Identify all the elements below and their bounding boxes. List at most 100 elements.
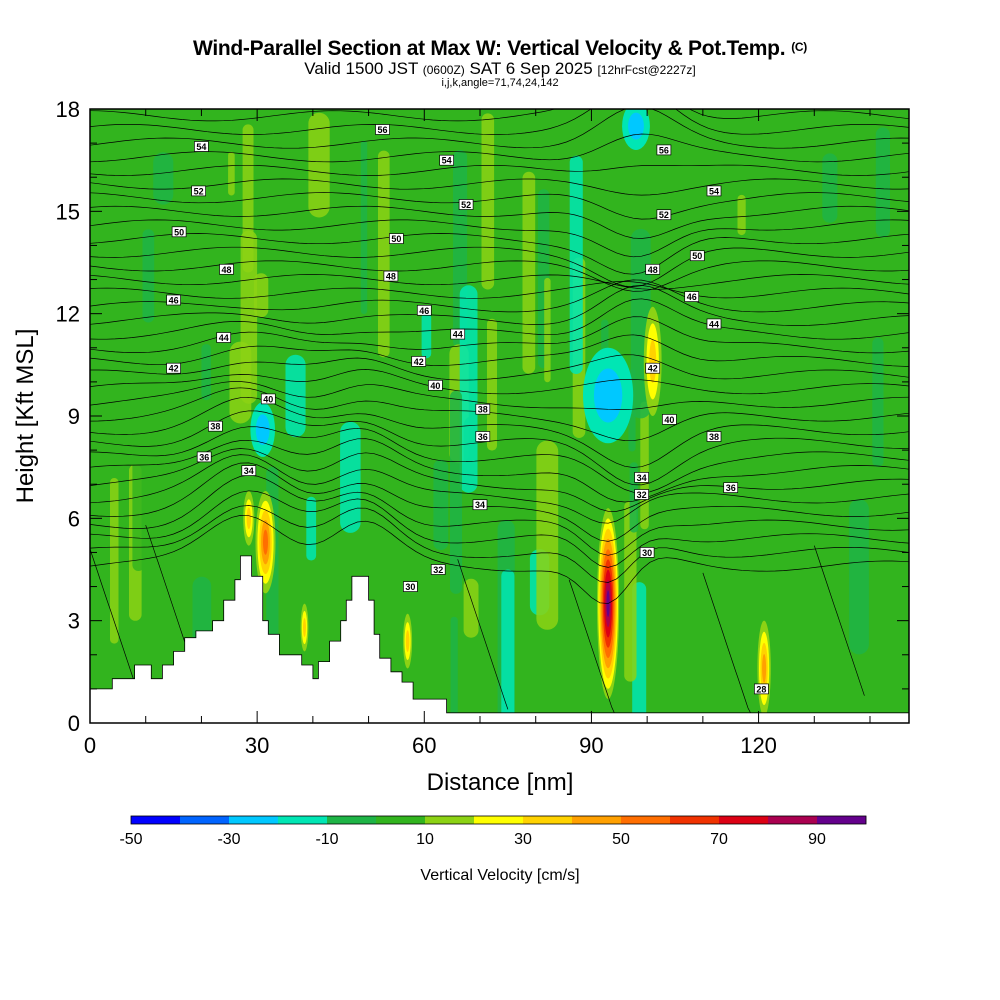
- theta-label-text: 48: [221, 265, 231, 275]
- velocity-streak: [240, 230, 258, 404]
- colorbar-swatch: [376, 816, 426, 824]
- x-tick-label: 60: [412, 733, 436, 758]
- theta-label-text: 54: [442, 156, 452, 166]
- valid-time: Valid 1500 JST: [304, 59, 419, 78]
- theta-label: 46: [684, 291, 700, 302]
- theta-label: 40: [260, 393, 276, 404]
- copyright-mark: (C): [791, 40, 807, 54]
- theta-label-text: 52: [659, 210, 669, 220]
- theta-label-text: 46: [169, 296, 179, 306]
- colorbar-swatch: [817, 816, 867, 824]
- velocity-streak: [306, 496, 317, 561]
- theta-label: 56: [375, 124, 390, 135]
- colorbar-swatch: [572, 816, 622, 824]
- theta-contour: [90, 219, 909, 258]
- theta-label-text: 44: [219, 333, 229, 343]
- theta-label-box: [706, 318, 722, 330]
- theta-label-text: 48: [648, 265, 658, 275]
- theta-label-text: 36: [726, 483, 736, 493]
- theta-label-box: [723, 482, 739, 493]
- theta-label: 30: [403, 581, 418, 592]
- y-tick-label: 18: [56, 97, 80, 122]
- chart-title: Wind-Parallel Section at Max W: Vertical…: [0, 38, 1000, 59]
- theta-label-box: [428, 379, 443, 391]
- theta-label-text: 38: [709, 432, 719, 442]
- theta-label: 38: [208, 420, 223, 432]
- y-tick-label: 3: [68, 609, 80, 634]
- theta-label: 52: [656, 209, 672, 220]
- theta-contour: [457, 559, 509, 710]
- theta-label-box: [416, 304, 432, 316]
- theta-contour: [90, 109, 909, 149]
- colorbar-frame: [130, 815, 867, 825]
- theta-label: 44: [450, 328, 466, 340]
- theta-label-box: [439, 154, 454, 166]
- theta-contour-labels: 54 52 50 48 46 44 42 40 38 36 34 56 54 52 50 48 46 44 42 40…: [166, 124, 769, 695]
- theta-contour: [90, 515, 909, 604]
- velocity-cell: [246, 507, 251, 530]
- theta-label-box: [639, 547, 655, 558]
- theta-label-text: 32: [433, 565, 443, 575]
- theta-label-box: [684, 291, 700, 302]
- theta-label-box: [219, 263, 234, 275]
- theta-label: 32: [634, 489, 649, 500]
- theta-label-box: [475, 403, 491, 415]
- theta-label-box: [754, 683, 769, 695]
- theta-label-text: 32: [637, 490, 647, 500]
- theta-label: 46: [166, 294, 181, 306]
- velocity-streak: [308, 112, 330, 218]
- theta-label-text: 38: [210, 422, 220, 432]
- velocity-features: [243, 109, 771, 717]
- velocity-streak: [142, 229, 155, 323]
- velocity-streak: [849, 499, 869, 655]
- theta-label: 48: [645, 263, 661, 275]
- theta-label-text: 50: [391, 234, 401, 244]
- y-tick-label: 15: [56, 199, 80, 224]
- theta-label-box: [171, 226, 187, 238]
- terrain: [90, 555, 909, 723]
- theta-contour: [90, 192, 909, 220]
- velocity-streak: [569, 155, 583, 374]
- velocity-streak: [544, 277, 551, 383]
- velocity-streak: [253, 273, 269, 318]
- theta-label-box: [241, 465, 257, 476]
- colorbar-label: Vertical Velocity [cm/s]: [420, 867, 579, 884]
- velocity-streak: [583, 505, 597, 663]
- theta-label-box: [475, 431, 491, 442]
- x-axis-label: Distance [nm]: [427, 769, 574, 796]
- theta-contour: [90, 474, 909, 556]
- theta-contour: [90, 178, 909, 196]
- velocity-streak: [770, 288, 779, 404]
- theta-label-text: 42: [169, 364, 179, 374]
- chart-title-block: Wind-Parallel Section at Max W: Vertical…: [0, 38, 1000, 89]
- velocity-cell: [263, 529, 268, 555]
- theta-label-text: 34: [475, 500, 485, 510]
- theta-contour: [90, 354, 909, 381]
- theta-label: 48: [383, 270, 399, 282]
- x-tick-label: 30: [245, 733, 269, 758]
- velocity-cell: [628, 112, 644, 140]
- theta-label: 38: [475, 403, 491, 415]
- colorbar-tick-label: -50: [119, 831, 142, 848]
- theta-label: 34: [472, 499, 488, 510]
- theta-label-box: [383, 270, 399, 282]
- theta-label: 40: [428, 379, 443, 391]
- theta-label-text: 30: [405, 582, 415, 592]
- forecast-run: [12hrFcst@2227z]: [597, 63, 696, 77]
- theta-contour: [90, 426, 909, 494]
- theta-label-box: [430, 564, 446, 575]
- theta-label-box: [450, 328, 466, 340]
- theta-label-text: 36: [199, 452, 209, 462]
- velocity-streak: [201, 344, 211, 401]
- theta-contour: [90, 369, 909, 395]
- theta-label: 42: [645, 362, 661, 374]
- theta-label: 50: [689, 250, 705, 261]
- theta-label: 54: [439, 154, 454, 166]
- zulu-time: (0600Z): [422, 63, 465, 77]
- theta-contour: [90, 387, 909, 442]
- theta-label: 54: [194, 141, 209, 152]
- theta-contour: [90, 438, 909, 503]
- theta-contour: [90, 454, 909, 524]
- theta-contour: [90, 548, 141, 700]
- colorbar-swatch: [621, 816, 671, 824]
